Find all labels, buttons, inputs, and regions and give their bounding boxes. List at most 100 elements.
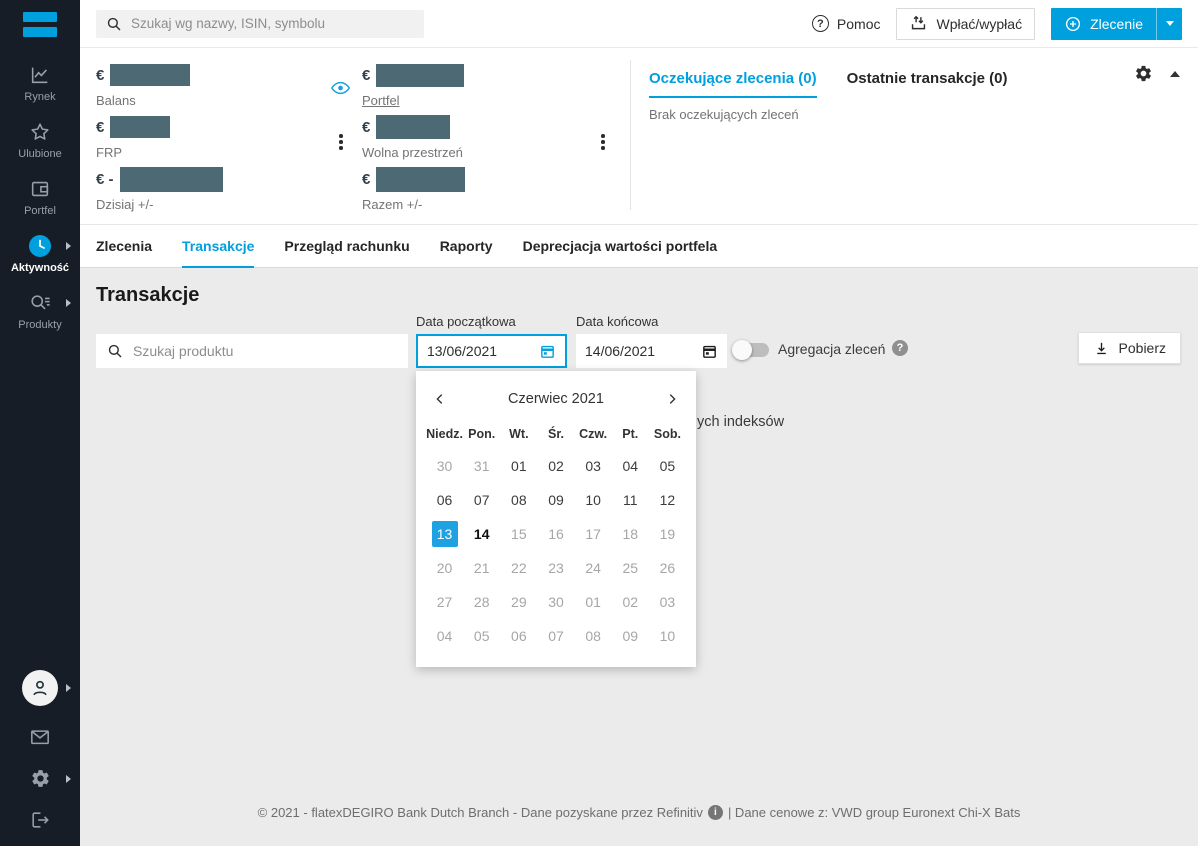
calendar-day: 31 — [473, 458, 490, 474]
help-button[interactable]: ? Pomoc — [811, 15, 880, 32]
calendar-day: 10 — [659, 628, 676, 644]
submenu-caret-icon — [66, 774, 71, 783]
sidebar-item-rynek[interactable]: Rynek — [0, 58, 80, 106]
calendar-icon[interactable] — [701, 343, 718, 360]
currency-prefix: € - — [96, 170, 114, 188]
date-from-field[interactable] — [416, 334, 567, 368]
prev-month-button[interactable] — [426, 385, 454, 413]
download-label: Pobierz — [1118, 340, 1166, 356]
calendar-day[interactable]: 09 — [548, 492, 564, 508]
sidebar-item-mail[interactable] — [0, 727, 80, 747]
logo-bar — [23, 26, 57, 37]
calendar-day: 02 — [622, 594, 639, 610]
kebab-menu-icon[interactable] — [335, 130, 347, 154]
calendar-day: 27 — [436, 594, 453, 610]
sidebar-item-aktywnosc[interactable]: Aktywność — [0, 229, 80, 277]
calendar-day: 23 — [548, 560, 564, 576]
weekday-label: Śr. — [547, 427, 564, 441]
summary-cell-dzisiaj: € - Dzisiaj +/- — [96, 166, 362, 218]
calendar-day: 18 — [622, 526, 639, 542]
search-input[interactable] — [131, 16, 415, 31]
clock-icon — [28, 234, 52, 258]
calendar-day: 15 — [511, 526, 527, 542]
degiro-logo[interactable] — [0, 0, 80, 48]
calendar-day[interactable]: 14 — [473, 526, 490, 542]
order-button[interactable]: Zlecenie — [1051, 7, 1156, 40]
tab-zlecenia[interactable]: Zlecenia — [96, 237, 153, 254]
redacted-value — [376, 166, 466, 192]
download-icon — [1093, 340, 1110, 357]
transactions-content: Transakcje Data początkowa Data końcowa — [80, 268, 1198, 846]
collapse-panel-button[interactable] — [1170, 70, 1180, 77]
sidebar-item-account[interactable] — [0, 670, 80, 706]
product-search[interactable] — [96, 334, 408, 368]
account-summary: € Balans € Portfel € FRP € Wolna przestr… — [96, 62, 630, 218]
calendar-day[interactable]: 07 — [473, 492, 490, 508]
topbar: ? Pomoc Wpłać/wypłać Zlecenie — [80, 0, 1198, 48]
tab-deprecjacja[interactable]: Deprecjacja wartości portfela — [522, 237, 718, 254]
global-search[interactable] — [96, 9, 424, 38]
deposit-withdraw-button[interactable]: Wpłać/wypłać — [896, 7, 1036, 40]
visibility-toggle-icon[interactable] — [330, 80, 351, 96]
section-tabs: Zlecenia Transakcje Przegląd rachunku Ra… — [80, 225, 1198, 268]
sidebar-item-ulubione[interactable]: Ulubione — [0, 115, 80, 163]
orders-panel-tabs: Oczekujące zlecenia (0) Ostatnie transak… — [649, 48, 1198, 98]
sidebar-item-settings[interactable] — [0, 768, 80, 789]
calendar-day: 29 — [511, 594, 527, 610]
tab-pending-orders[interactable]: Oczekujące zlecenia (0) — [649, 70, 817, 98]
search-products-icon — [28, 291, 52, 315]
calendar-day[interactable]: 06 — [436, 492, 453, 508]
calendar-day: 24 — [585, 560, 601, 576]
redacted-value — [119, 166, 223, 192]
plus-circle-icon — [1064, 15, 1082, 33]
panel-settings-button[interactable] — [1134, 64, 1153, 83]
download-button[interactable]: Pobierz — [1077, 332, 1181, 364]
summary-cell-wolna-przestrzen: € Wolna przestrzeń — [362, 114, 630, 166]
calendar-month-title: Czerwiec 2021 — [508, 391, 604, 407]
sidebar-item-label: Produkty — [18, 319, 62, 331]
tab-raporty[interactable]: Raporty — [439, 237, 493, 254]
calendar-day[interactable]: 11 — [622, 492, 638, 508]
calendar-day[interactable]: 01 — [511, 458, 527, 474]
sidebar-item-produkty[interactable]: Produkty — [0, 286, 80, 334]
aggregation-toggle[interactable] — [732, 340, 769, 360]
summary-cell-portfel: € Portfel — [362, 62, 630, 114]
calendar-day[interactable]: 02 — [548, 458, 564, 474]
calendar-day-selected[interactable]: 13 — [431, 521, 458, 547]
account-summary-panel: € Balans € Portfel € FRP € Wolna przestr… — [80, 48, 1198, 225]
orders-panel: Oczekujące zlecenia (0) Ostatnie transak… — [649, 48, 1198, 224]
order-dropdown-button[interactable] — [1156, 7, 1182, 40]
calendar-day[interactable]: 03 — [585, 458, 601, 474]
redacted-value — [110, 116, 171, 138]
search-icon — [105, 15, 123, 33]
tab-transakcje[interactable]: Transakcje — [182, 225, 255, 268]
date-from-input[interactable] — [427, 343, 539, 359]
info-icon[interactable]: i — [707, 805, 723, 820]
weekday-label: Pon. — [468, 427, 496, 441]
calendar-day[interactable]: 08 — [511, 492, 527, 508]
calendar-day[interactable]: 10 — [585, 492, 601, 508]
date-to-field[interactable] — [576, 334, 727, 368]
next-month-button[interactable] — [658, 385, 686, 413]
calendar-day[interactable]: 04 — [622, 458, 639, 474]
tab-przeglad-rachunku[interactable]: Przegląd rachunku — [284, 237, 410, 254]
aggregation-help-icon[interactable]: ? — [892, 340, 908, 356]
calendar-icon[interactable] — [539, 343, 556, 360]
calendar-day: 19 — [659, 526, 676, 542]
calendar-day: 06 — [511, 628, 527, 644]
product-search-input[interactable] — [133, 343, 398, 359]
tab-recent-transactions[interactable]: Ostatnie transakcje (0) — [846, 70, 1008, 87]
footer: © 2021 - flatexDEGIRO Bank Dutch Branch … — [80, 805, 1198, 820]
calendar-day[interactable]: 12 — [659, 492, 676, 508]
sidebar-item-label: Portfel — [24, 205, 56, 217]
calendar-day: 05 — [473, 628, 490, 644]
sidebar-item-logout[interactable] — [0, 810, 80, 830]
date-to-input[interactable] — [585, 343, 701, 359]
sidebar-item-portfel[interactable]: Portfel — [0, 172, 80, 220]
calendar-day[interactable]: 05 — [659, 458, 676, 474]
search-icon — [106, 342, 124, 360]
kebab-menu-icon[interactable] — [597, 130, 609, 154]
calendar-day: 01 — [585, 594, 601, 610]
star-icon — [29, 120, 51, 144]
